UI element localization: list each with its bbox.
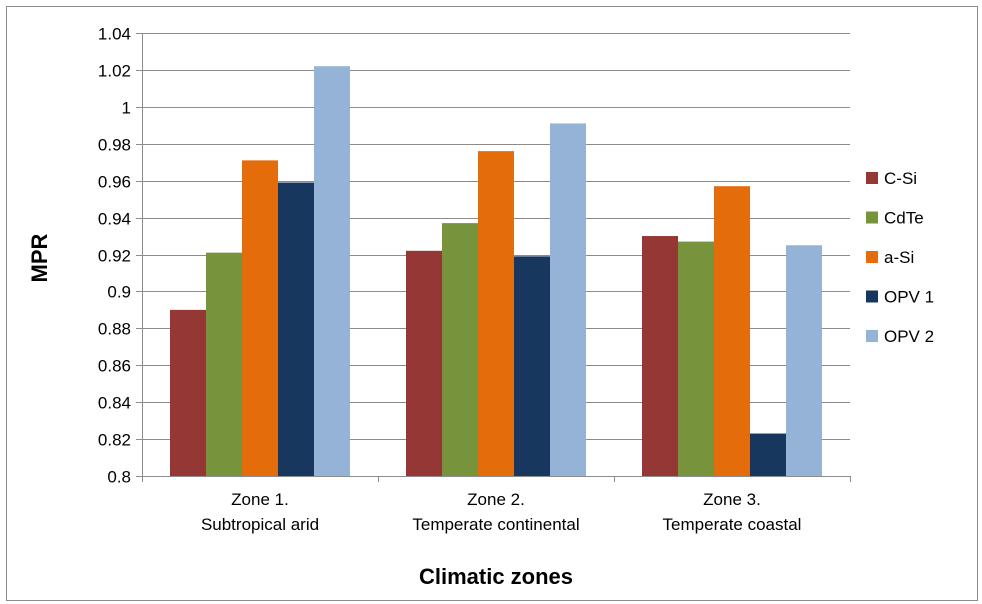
y-tick-label: 0.92: [98, 247, 131, 266]
x-category-label: Zone 1.: [231, 490, 289, 509]
axes: [142, 33, 851, 482]
bar-cdte: [442, 223, 478, 476]
x-category-label: Zone 2.: [467, 490, 525, 509]
y-tick-label: 0.86: [98, 357, 131, 376]
y-tick-label: 1.02: [98, 62, 131, 81]
bar-opv-1: [278, 182, 314, 476]
bar-opv-1: [750, 433, 786, 476]
legend-label: CdTe: [884, 209, 924, 228]
legend-swatch: [866, 290, 878, 303]
x-axis-title: Climatic zones: [419, 564, 573, 589]
bar-c-si: [642, 236, 678, 476]
bar-opv-2: [314, 66, 350, 476]
bar-opv-1: [514, 256, 550, 476]
bars: [170, 66, 822, 477]
y-tick-label: 0.8: [107, 468, 131, 487]
legend-label: C-Si: [884, 169, 917, 188]
bar-c-si: [170, 309, 206, 476]
y-tick-label: 0.98: [98, 136, 131, 155]
legend-label: OPV 2: [884, 327, 934, 346]
y-tick-label: 1: [122, 99, 131, 118]
bar-opv-2: [550, 123, 586, 476]
x-category-label: Temperate continental: [412, 515, 579, 534]
x-category-label: Subtropical arid: [201, 515, 319, 534]
legend-swatch: [866, 251, 878, 263]
legend-swatch: [866, 172, 878, 184]
y-tick-label: 1.04: [98, 25, 131, 44]
legend: C-Si CdTe a-Si OPV 1 OPV 2: [866, 169, 934, 346]
bar-cdte: [206, 252, 242, 476]
bar-a-si: [714, 186, 750, 476]
legend-label: a-Si: [884, 248, 914, 267]
bar-a-si: [242, 160, 278, 477]
bar-c-si: [406, 250, 442, 476]
x-category-label: Zone 3.: [703, 490, 761, 509]
bar-a-si: [478, 151, 514, 476]
y-tick-label: 0.82: [98, 431, 131, 450]
bar-cdte: [678, 241, 714, 476]
y-axis-title: MPR: [27, 233, 52, 282]
bar-opv-2: [786, 245, 822, 476]
y-tick-label: 0.84: [98, 394, 131, 413]
y-tick-label: 0.96: [98, 173, 131, 192]
x-category-label: Temperate coastal: [663, 515, 802, 534]
legend-label: OPV 1: [884, 288, 934, 307]
legend-swatch: [866, 330, 878, 342]
legend-swatch: [866, 211, 878, 224]
y-tick-labels: 0.8 0.82 0.84 0.86 0.88 0.9 0.92 0.94 0.96 0.98 1 1…: [98, 25, 131, 487]
x-category-labels: Zone 1. Subtropical arid Zone 2. Temperate …: [201, 490, 802, 534]
y-tick-label: 0.88: [98, 320, 131, 339]
y-tick-label: 0.9: [107, 283, 131, 302]
y-tick-label: 0.94: [98, 210, 131, 229]
